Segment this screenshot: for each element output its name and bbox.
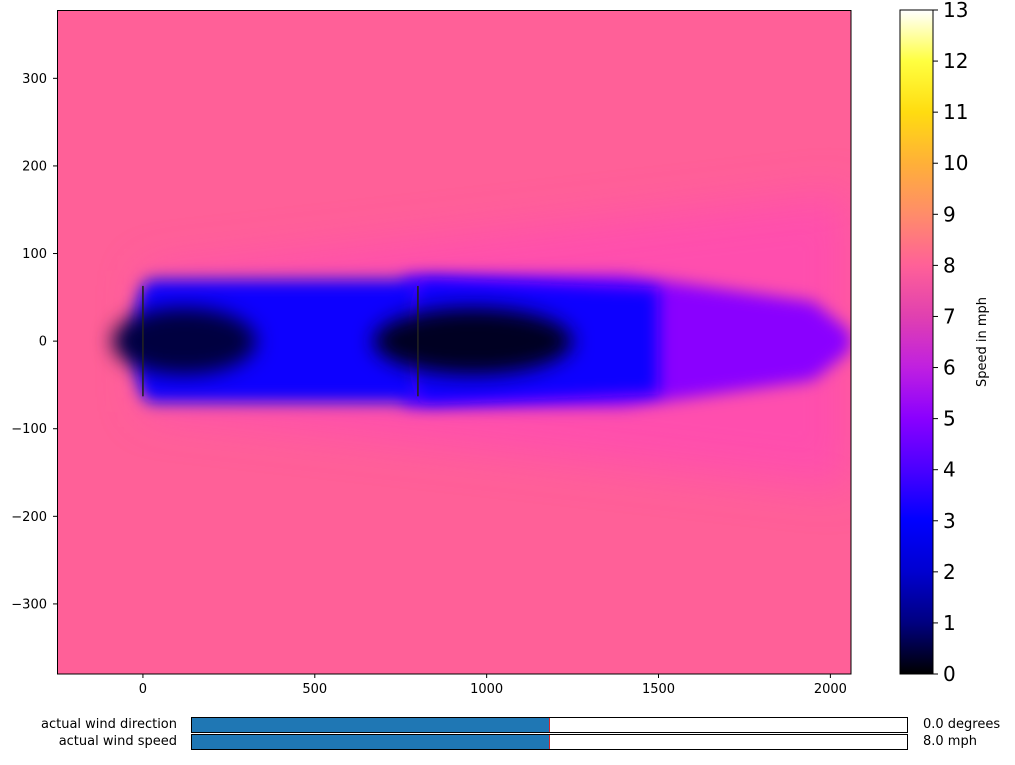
colorbar-tick-label: 9 <box>943 202 956 226</box>
colorbar-tick-label: 13 <box>943 0 968 22</box>
colorbar-tick-label: 4 <box>943 458 956 482</box>
x-tick-label: 2000 <box>814 682 847 697</box>
axes-frame <box>57 10 852 675</box>
colorbar-gradient <box>899 9 934 675</box>
y-tick-label: −200 <box>11 510 47 525</box>
colorbar-tick-label: 11 <box>943 100 968 124</box>
x-tick-label: 1000 <box>470 682 503 697</box>
slider-wind-speed-track[interactable] <box>191 734 908 750</box>
colorbar-label: Speed in mph <box>975 297 990 387</box>
slider-wind-direction-track[interactable] <box>191 717 908 733</box>
colorbar-tick-label: 0 <box>943 662 956 686</box>
colorbar-tick-label: 7 <box>943 304 956 328</box>
slider-wind-direction-label: actual wind direction <box>41 717 177 732</box>
colorbar-tick-label: 8 <box>943 253 956 277</box>
colorbar-tick-label: 5 <box>943 407 956 431</box>
y-tick-label: −100 <box>11 422 47 437</box>
y-tick-label: 200 <box>22 159 47 174</box>
y-tick-label: −300 <box>11 597 47 612</box>
slider-wind-speed-fill <box>192 735 550 749</box>
turbine-layer <box>142 285 419 397</box>
x-tick-label: 0 <box>139 682 147 697</box>
colorbar-tick-label: 6 <box>943 356 956 380</box>
colorbar-tick-label: 1 <box>943 611 956 635</box>
colorbar-tick-label: 10 <box>943 151 968 175</box>
slider-wind-speed-marker[interactable] <box>548 735 550 749</box>
slider-wind-direction-value: 0.0 degrees <box>923 717 1001 732</box>
turbine-1-wake-core <box>111 307 257 375</box>
y-axis-ticks: 300 200 100 0 −100 −200 −300 <box>11 72 57 612</box>
y-tick-label: 300 <box>22 72 47 87</box>
colorbar-tick-label: 3 <box>943 509 956 533</box>
y-tick-label: 0 <box>39 335 47 350</box>
x-tick-label: 1500 <box>642 682 675 697</box>
slider-wind-speed-value: 8.0 mph <box>923 734 977 749</box>
x-tick-label: 500 <box>302 682 327 697</box>
x-axis-ticks: 0 500 1000 1500 2000 <box>139 674 847 697</box>
colorbar-tick-label: 2 <box>943 560 956 584</box>
slider-wind-direction-marker[interactable] <box>548 718 550 732</box>
slider-wind-direction-fill <box>192 718 550 732</box>
y-tick-label: 100 <box>22 247 47 262</box>
heatmap-field <box>57 10 851 674</box>
turbine-2-wake-core <box>373 307 573 375</box>
slider-wind-speed-label: actual wind speed <box>58 734 177 749</box>
colorbar-tick-label: 12 <box>943 49 968 73</box>
